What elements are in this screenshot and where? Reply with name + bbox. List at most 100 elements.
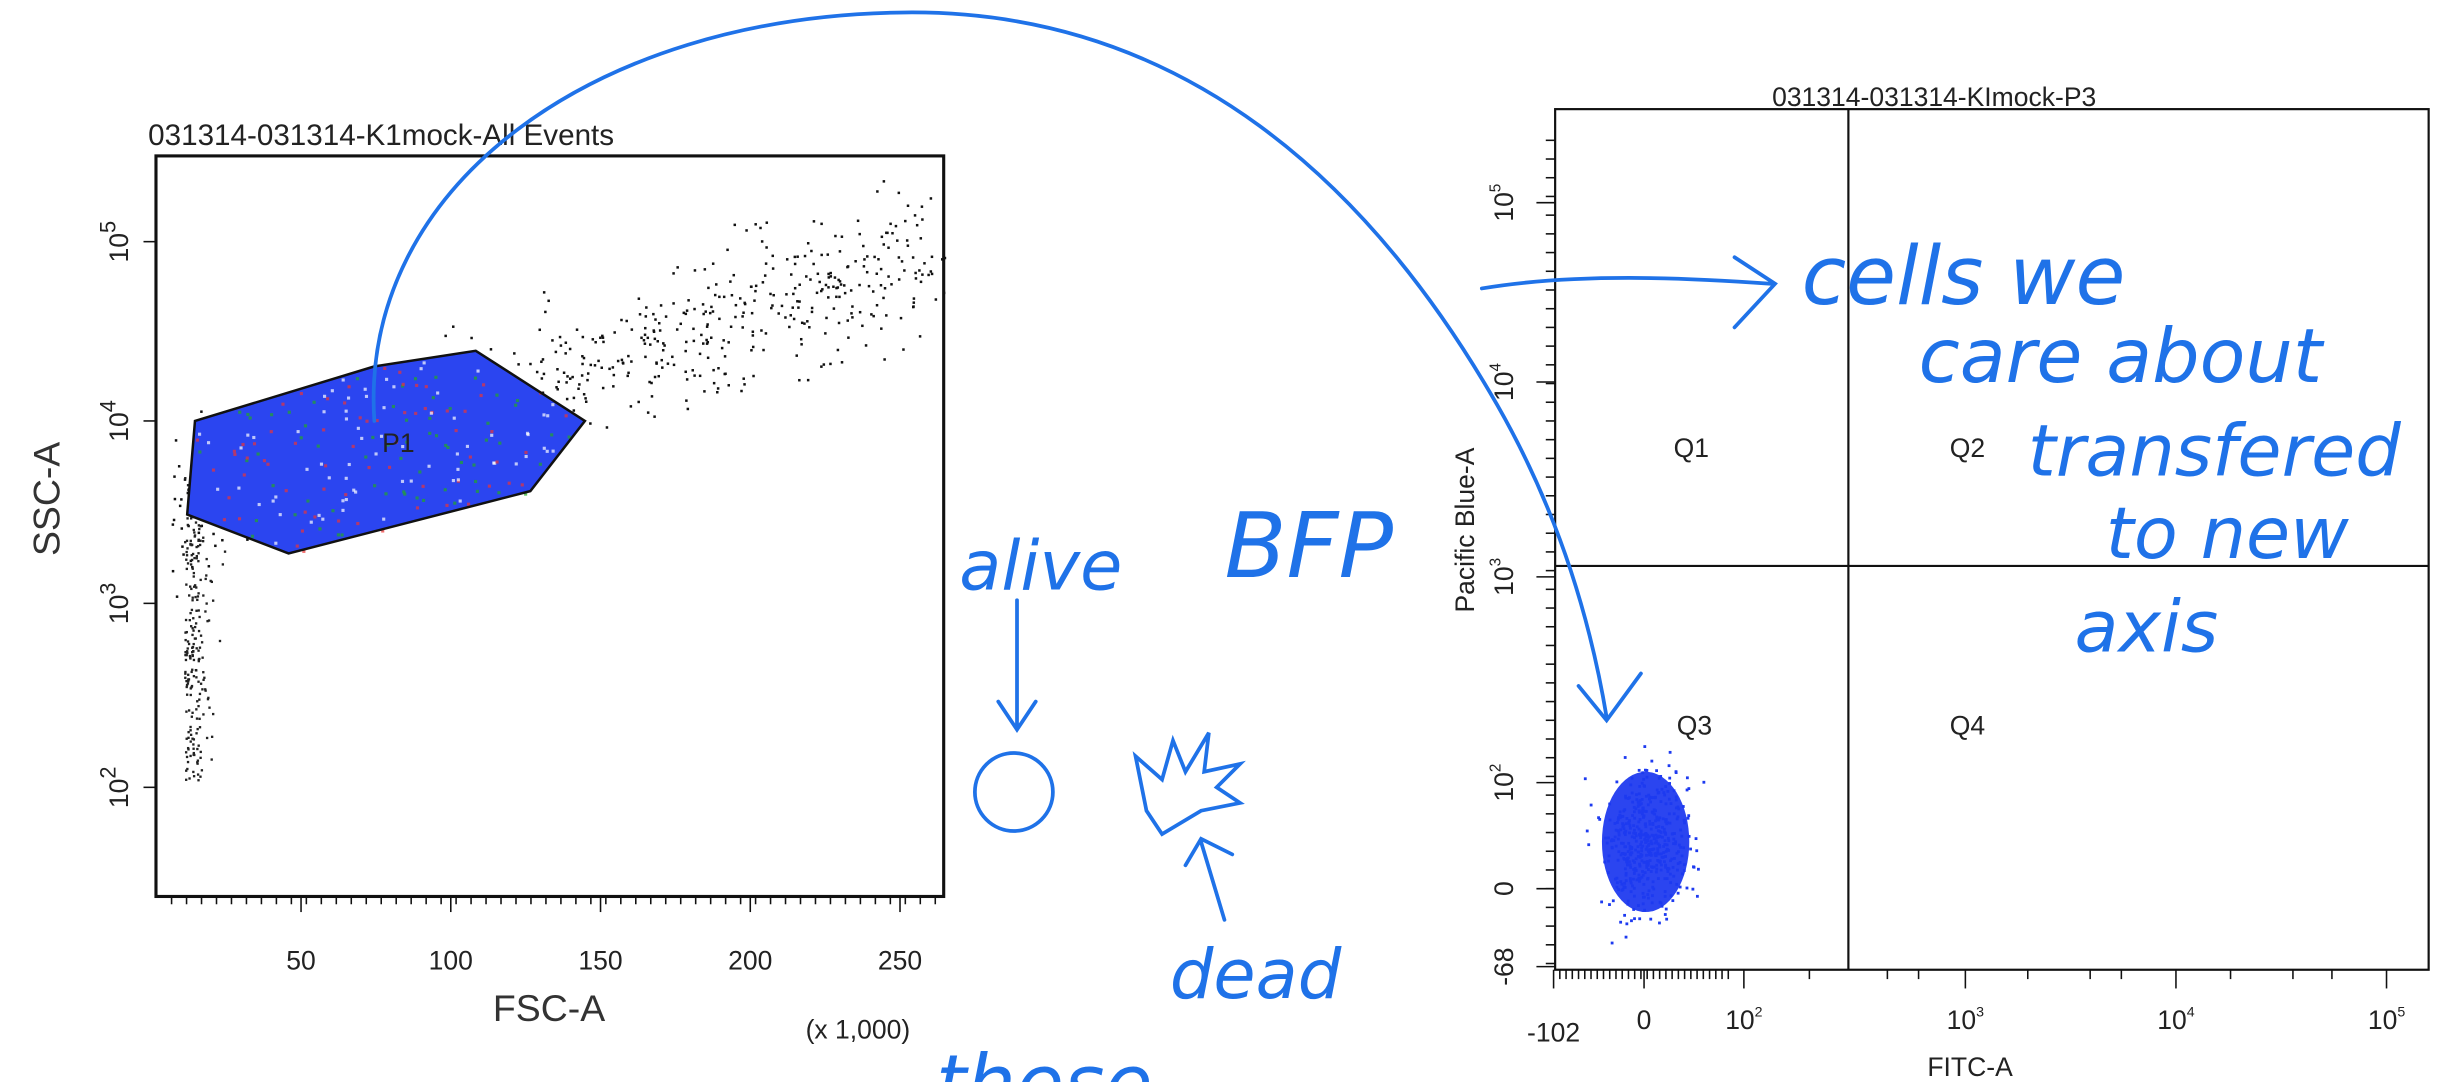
event-dot bbox=[713, 293, 717, 297]
event-dot bbox=[1665, 847, 1669, 851]
event-dot bbox=[1623, 808, 1627, 812]
event-dot bbox=[684, 312, 688, 316]
event-dot bbox=[649, 343, 652, 346]
event-dot bbox=[1633, 894, 1636, 898]
event-dot bbox=[197, 704, 200, 708]
event-dot bbox=[186, 647, 189, 650]
event-dot bbox=[186, 640, 190, 643]
event-dot bbox=[706, 323, 709, 326]
event-dot bbox=[1675, 851, 1679, 855]
event-dot bbox=[232, 449, 236, 453]
tick-label: 100 bbox=[429, 946, 473, 976]
event-dot bbox=[198, 646, 202, 649]
event-dot bbox=[1622, 823, 1626, 827]
event-dot bbox=[1656, 849, 1660, 853]
event-dot bbox=[171, 523, 175, 526]
event-dot bbox=[185, 737, 188, 740]
event-dot bbox=[662, 342, 665, 345]
event-dot bbox=[1682, 818, 1686, 822]
event-dot bbox=[1628, 824, 1632, 828]
tick-exp: 5 bbox=[1488, 184, 1505, 192]
x-axis-label: FSC-A bbox=[493, 987, 605, 1029]
event-dot bbox=[754, 284, 758, 288]
event-dot bbox=[769, 292, 772, 296]
event-dot bbox=[183, 478, 187, 481]
event-dot bbox=[1662, 845, 1665, 848]
tick-label: 105 bbox=[2368, 1005, 2405, 1035]
event-dot bbox=[493, 461, 497, 465]
event-dot bbox=[409, 479, 413, 483]
event-dot bbox=[529, 362, 532, 366]
event-dot bbox=[184, 676, 187, 679]
event-dot bbox=[185, 630, 188, 634]
event-dot bbox=[572, 409, 576, 412]
right-plot: 031314-031314-KImock-P3 Q1 Q2 Q3 Q4 Paci… bbox=[1450, 82, 2430, 1082]
tick-exp: 2 bbox=[1488, 764, 1505, 772]
event-dot bbox=[1668, 750, 1672, 754]
event-dot bbox=[643, 342, 647, 345]
event-dot bbox=[1626, 856, 1630, 860]
event-dot bbox=[792, 292, 795, 296]
event-dot bbox=[202, 678, 205, 682]
event-dot bbox=[404, 418, 409, 422]
event-dot bbox=[1685, 776, 1689, 780]
event-dot bbox=[1646, 838, 1650, 842]
event-dot bbox=[1598, 817, 1602, 821]
event-dot bbox=[184, 672, 187, 675]
event-dot bbox=[201, 540, 205, 543]
event-dot bbox=[347, 385, 351, 389]
event-dot bbox=[199, 525, 202, 528]
event-dot bbox=[470, 336, 473, 340]
event-dot bbox=[197, 629, 201, 633]
tick-label: 200 bbox=[728, 946, 772, 976]
event-dot bbox=[452, 416, 456, 420]
event-dot bbox=[1649, 848, 1653, 852]
event-dot bbox=[185, 685, 188, 689]
event-dot bbox=[652, 330, 656, 334]
event-dot bbox=[210, 758, 213, 761]
event-dot bbox=[184, 670, 187, 674]
event-dot bbox=[1633, 917, 1636, 921]
tick-base: 0 bbox=[1637, 1005, 1652, 1035]
event-dot bbox=[341, 499, 345, 503]
event-dot bbox=[487, 484, 491, 488]
event-dot bbox=[520, 483, 524, 487]
event-dot bbox=[545, 449, 549, 453]
event-dot bbox=[1648, 797, 1651, 801]
event-dot bbox=[627, 354, 630, 358]
event-dot bbox=[344, 493, 348, 497]
event-dot bbox=[185, 550, 188, 554]
event-dot bbox=[187, 673, 190, 676]
event-dot bbox=[180, 527, 184, 530]
event-dot bbox=[659, 304, 663, 307]
event-dot bbox=[789, 273, 793, 276]
event-dot bbox=[1658, 843, 1661, 847]
event-dot bbox=[296, 430, 300, 434]
event-dot bbox=[770, 306, 773, 310]
event-dot bbox=[188, 618, 191, 622]
event-dot bbox=[185, 778, 188, 781]
event-dot bbox=[879, 284, 883, 287]
event-dot bbox=[809, 278, 812, 281]
event-dot bbox=[1656, 829, 1660, 833]
tick-exp: 4 bbox=[95, 400, 120, 412]
event-dot bbox=[943, 256, 947, 260]
event-dot bbox=[322, 428, 326, 432]
event-dot bbox=[1623, 845, 1627, 849]
tick-exp: 2 bbox=[1755, 1005, 1763, 1021]
plot-title: 031314-031314-KImock-P3 bbox=[1772, 82, 2096, 112]
event-dot bbox=[1658, 816, 1662, 820]
event-dot bbox=[764, 262, 768, 265]
event-dot bbox=[1647, 868, 1650, 871]
event-dot bbox=[192, 575, 195, 578]
event-dot bbox=[896, 239, 899, 242]
event-dot bbox=[875, 272, 879, 275]
event-dot bbox=[1642, 814, 1646, 818]
event-dot bbox=[1634, 848, 1637, 852]
event-dot bbox=[194, 521, 198, 524]
event-dot bbox=[204, 688, 207, 691]
event-dot bbox=[1624, 796, 1628, 800]
event-dot bbox=[1619, 853, 1623, 857]
event-dot bbox=[343, 401, 347, 405]
event-dot bbox=[653, 337, 657, 341]
